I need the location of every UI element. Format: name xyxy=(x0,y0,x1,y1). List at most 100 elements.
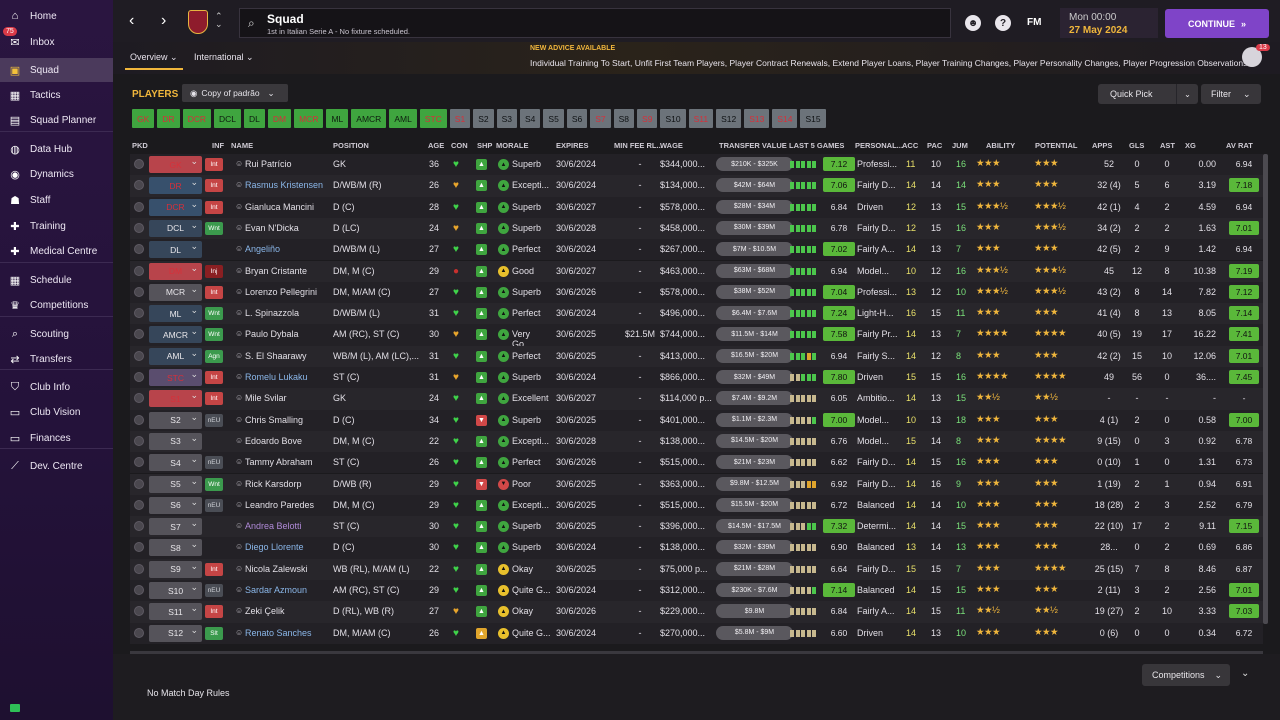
table-row[interactable]: MCRInt ☺Lorenzo Pellegrini DM, M/AM (C) 27 ♥… xyxy=(130,281,1263,304)
pick-checkbox[interactable] xyxy=(134,265,144,276)
pick-checkbox[interactable] xyxy=(134,350,144,361)
table-row[interactable]: S10nEU ☺Sardar Azmoun AM (RC), ST (C) 29 ♥ ▲ ▲… xyxy=(130,580,1263,602)
position-selector[interactable]: S6 xyxy=(149,496,202,514)
sidebar-item-transfers[interactable]: ⇄ Transfers xyxy=(0,347,113,371)
social-icon[interactable]: ☻ xyxy=(965,15,981,31)
column-header[interactable]: CON xyxy=(451,141,468,150)
pick-checkbox[interactable] xyxy=(134,627,144,638)
table-row[interactable]: AMCRWnt ☺Paulo Dybala AM (RC), ST (C) 30 ♥ ▲ ▲… xyxy=(130,324,1263,349)
position-chip-gk[interactable]: GK xyxy=(132,109,155,128)
sidebar-item-inbox[interactable]: ✉ Inbox xyxy=(0,30,113,54)
column-header[interactable]: MIN FEE RL... xyxy=(614,141,663,150)
column-header[interactable]: POSITION xyxy=(333,141,369,150)
expand-caret-icon[interactable]: ⌄ xyxy=(1241,668,1250,679)
player-name[interactable]: Evan N'Dicka xyxy=(245,222,299,233)
pick-checkbox[interactable] xyxy=(134,372,144,382)
tab-international[interactable]: International ⌄ xyxy=(194,52,254,62)
pick-checkbox[interactable] xyxy=(134,393,144,404)
position-chip-s8[interactable]: S8 xyxy=(613,109,635,128)
position-chip-aml[interactable]: AML xyxy=(389,109,417,128)
position-chip-dm[interactable]: DM xyxy=(267,109,292,128)
position-selector[interactable]: S11 xyxy=(149,603,202,621)
competitions-dropdown[interactable]: Competitions ⌄ xyxy=(1142,664,1230,686)
column-header[interactable]: XG xyxy=(1185,141,1196,150)
position-chip-s6[interactable]: S6 xyxy=(566,109,588,128)
sidebar-item-club-vision[interactable]: ▭ Club Vision xyxy=(0,400,113,424)
position-selector[interactable]: AML xyxy=(149,347,202,365)
position-chip-dl[interactable]: DL xyxy=(244,109,265,128)
table-row[interactable]: S9Int ☺Nicola Zalewski WB (RL), M/AM (L) 22… xyxy=(130,558,1263,580)
sidebar-item-home[interactable]: ⌂ Home xyxy=(0,4,113,28)
column-header[interactable]: ACC xyxy=(902,141,919,150)
sidebar-item-tactics[interactable]: ▦ Tactics xyxy=(0,83,113,107)
sidebar-item-scouting[interactable]: ⌕ Scouting xyxy=(0,322,113,346)
position-chip-dr[interactable]: DR xyxy=(157,109,180,128)
pick-checkbox[interactable] xyxy=(134,159,144,169)
player-name[interactable]: Edoardo Bove xyxy=(245,435,303,446)
filter-button[interactable]: Filter ⌄ xyxy=(1201,84,1261,104)
player-name[interactable]: Paulo Dybala xyxy=(245,329,299,340)
column-header[interactable]: GLS xyxy=(1129,141,1145,150)
position-selector[interactable]: S7 xyxy=(149,518,202,536)
position-selector[interactable]: DCR xyxy=(149,198,202,216)
player-name[interactable]: S. El Shaarawy xyxy=(245,350,307,361)
player-name[interactable]: Nicola Zalewski xyxy=(245,563,308,574)
column-header[interactable]: NAME xyxy=(231,141,254,150)
position-chip-s2[interactable]: S2 xyxy=(473,109,494,128)
player-name[interactable]: Gianluca Mancini xyxy=(245,201,315,212)
sidebar-item-medical-centre[interactable]: ✚ Medical Centre xyxy=(0,239,113,263)
player-name[interactable]: Angeliño xyxy=(245,244,281,255)
player-name[interactable]: Andrea Belotti xyxy=(245,521,302,532)
player-name[interactable]: Chris Smalling xyxy=(245,414,304,425)
club-switch-caret-icon[interactable]: ⌃ ⌄ xyxy=(215,11,223,29)
column-header[interactable]: AGE xyxy=(428,141,445,150)
position-chip-s4[interactable]: S4 xyxy=(520,109,541,128)
position-chip-s1[interactable]: S1 xyxy=(449,109,471,128)
advice-text[interactable]: Individual Training To Start, Unfit Firs… xyxy=(530,58,1248,68)
sidebar-item-club-info[interactable]: ⛉ Club Info xyxy=(0,375,113,399)
pick-checkbox[interactable] xyxy=(134,606,144,617)
column-header[interactable]: ABILITY xyxy=(986,141,1016,150)
pick-checkbox[interactable] xyxy=(134,521,144,532)
position-selector[interactable]: S4 xyxy=(149,454,202,472)
view-selector[interactable]: ◉ Copy of padrão ⌄ xyxy=(182,84,288,102)
position-selector[interactable]: S9 xyxy=(149,560,202,578)
position-chip-s15[interactable]: S15 xyxy=(800,109,826,128)
pick-checkbox[interactable] xyxy=(134,244,144,255)
table-row[interactable]: S2nEU ☺Chris Smalling D (C) 34 ♥ ▼ ▲Superb 30/6… xyxy=(130,409,1263,431)
player-name[interactable]: Mile Svilar xyxy=(245,393,287,404)
sidebar-item-competitions[interactable]: ♛ Competitions xyxy=(0,293,113,317)
position-selector[interactable]: S2 xyxy=(149,411,202,429)
pick-checkbox[interactable] xyxy=(134,286,144,297)
position-selector[interactable]: S8 xyxy=(149,539,202,557)
pick-checkbox[interactable] xyxy=(134,585,144,595)
column-header[interactable]: TRANSFER VALUE xyxy=(719,141,787,150)
column-header[interactable]: POTENTIAL xyxy=(1035,141,1078,150)
player-name[interactable]: Diego Llorente xyxy=(245,542,304,553)
column-header[interactable]: MORALE xyxy=(496,141,529,150)
tab-overview[interactable]: Overview ⌄ xyxy=(130,52,178,62)
position-chip-s13[interactable]: S13 xyxy=(744,109,770,128)
player-name[interactable]: Renato Sanches xyxy=(245,627,312,638)
position-selector[interactable]: ML xyxy=(149,305,202,323)
position-chip-s11[interactable]: S11 xyxy=(688,109,714,128)
position-selector[interactable]: DL xyxy=(149,241,202,259)
pick-checkbox[interactable] xyxy=(134,414,144,425)
sidebar-item-squad-planner[interactable]: ▤ Squad Planner xyxy=(0,108,113,132)
position-selector[interactable]: AMCR xyxy=(149,326,202,344)
column-header[interactable]: LAST 5 GAMES xyxy=(789,141,845,150)
column-header[interactable]: PKD xyxy=(132,141,148,150)
position-chip-stc[interactable]: STC xyxy=(419,109,447,128)
position-selector[interactable]: DM xyxy=(149,262,202,280)
fm-logo[interactable]: FM xyxy=(1027,17,1042,28)
player-name[interactable]: Rasmus Kristensen xyxy=(245,180,324,191)
position-chip-dcl[interactable]: DCL xyxy=(213,109,241,128)
player-name[interactable]: Sardar Azmoun xyxy=(245,585,308,595)
quick-pick-button[interactable]: Quick Pick ⌄ xyxy=(1098,84,1198,104)
